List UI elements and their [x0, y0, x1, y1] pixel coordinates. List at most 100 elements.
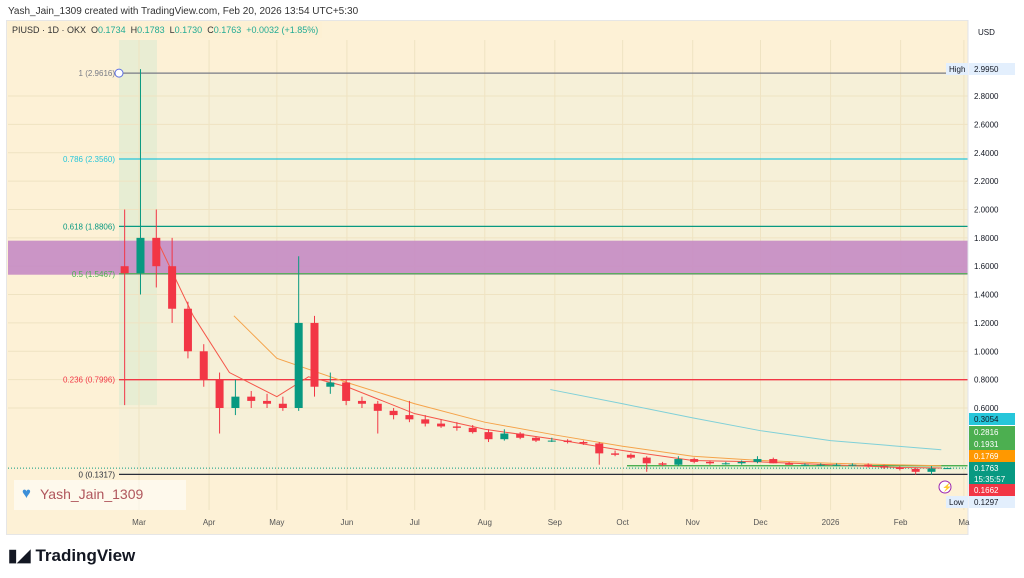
candle-body — [263, 400, 272, 404]
price-label: 0.2816 — [974, 428, 999, 437]
candle-body — [326, 382, 335, 387]
open-label: O — [91, 25, 99, 35]
time-tick: Aug — [478, 518, 492, 527]
candle-body — [800, 464, 809, 466]
time-tick: Feb — [894, 518, 908, 527]
candle-body — [484, 432, 493, 440]
candle-body — [911, 468, 920, 472]
fib-level-label: 0.786 (2.3560) — [63, 155, 115, 164]
low-label: L — [169, 25, 175, 35]
candle-body — [152, 237, 161, 267]
time-tick: Mar — [132, 518, 146, 527]
price-tick: 1.8000 — [974, 234, 999, 243]
price-chart[interactable]: 1 (2.9616) 0.786 (2.3560) 0.618 (1.8806) 0.… — [0, 0, 1024, 540]
price-label-tag-bg — [946, 63, 968, 75]
resistance-zone — [8, 240, 968, 275]
price-label-bg — [969, 450, 1015, 462]
price-label-bg — [969, 438, 1015, 450]
candle-body — [183, 308, 192, 352]
candle-body — [500, 433, 509, 440]
candle-body — [769, 459, 778, 464]
candle-body — [563, 440, 572, 443]
candle-body — [595, 443, 604, 454]
candle-body — [880, 466, 889, 468]
price-label-tag: High — [949, 65, 965, 74]
candle-body — [516, 433, 525, 438]
lightning-icon[interactable] — [938, 480, 952, 494]
currency-label: USD — [978, 28, 995, 37]
candle-body — [357, 400, 366, 404]
price-label: 0.1763 — [974, 464, 999, 473]
candle-body — [389, 410, 398, 416]
heart-icon: ♥ — [22, 485, 31, 502]
time-tick: Dec — [753, 518, 767, 527]
range-highlight — [119, 40, 157, 406]
candle-body — [231, 396, 240, 408]
symbol[interactable]: PIUSD · 1D · OKX — [12, 25, 87, 35]
candle-body — [215, 379, 224, 408]
price-label: 2.9950 — [974, 65, 999, 74]
fib-level-label: 0.236 (0.7996) — [63, 376, 115, 385]
candle-body — [816, 464, 825, 466]
price-label-tag: Low — [949, 498, 964, 507]
candle-body — [642, 457, 651, 464]
candle-body — [674, 459, 683, 465]
time-tick: Oct — [616, 518, 629, 527]
candle-body — [658, 463, 667, 465]
open-value: 0.1734 — [98, 25, 126, 35]
time-tick: May — [269, 518, 284, 527]
time-tick: Sep — [548, 518, 563, 527]
candle-body — [832, 464, 841, 466]
candle-body — [168, 266, 177, 309]
price-tick: 2.0000 — [974, 205, 999, 214]
price-tick: 0.8000 — [974, 376, 999, 385]
price-label-bg — [969, 63, 1015, 75]
fib-level-label: 0 (0.1317) — [79, 470, 116, 479]
ma-long-line — [550, 389, 942, 451]
price-label: 0.1662 — [974, 486, 999, 495]
candle-body — [943, 468, 952, 470]
candle-body — [452, 426, 461, 428]
ema-fast-line — [158, 244, 942, 469]
candle-body — [294, 322, 303, 408]
candle-body — [136, 237, 145, 274]
credit-line: Yash_Jain_1309 created with TradingView.… — [8, 6, 359, 17]
price-label-bg — [969, 413, 1015, 425]
fib-anchor-handle[interactable] — [114, 68, 124, 78]
close-label: C — [207, 25, 214, 35]
high-value: 0.1783 — [137, 25, 165, 35]
price-label: 0.3054 — [974, 415, 999, 424]
fib-level-label: 0.5 (1.5467) — [72, 270, 115, 279]
price-label-bg — [969, 426, 1015, 438]
candle-body — [120, 266, 129, 274]
time-tick: Apr — [203, 518, 216, 527]
candle-body — [611, 453, 620, 455]
fib-level-label: 1 (2.9616) — [79, 69, 116, 78]
candle-body — [737, 461, 746, 464]
tradingview-logo: ▮◢ TradingView — [8, 546, 135, 566]
candle-body — [310, 322, 319, 387]
candle-body — [437, 423, 446, 427]
ohlc-legend: PIUSD · 1D · OKX O0.1734 H0.1783 L0.1730… — [8, 22, 323, 38]
candle-body — [405, 415, 414, 420]
candle-body — [579, 442, 588, 444]
candle-body — [721, 463, 730, 465]
time-tick: Jul — [410, 518, 420, 527]
candle-body — [690, 459, 699, 462]
time-tick: Jun — [340, 518, 353, 527]
time-tick: Nov — [686, 518, 700, 527]
change-value: +0.0032 (+1.85%) — [246, 25, 319, 35]
candle-body — [547, 440, 556, 442]
candle-body — [706, 461, 714, 464]
candle-body — [927, 468, 936, 472]
price-label: 0.1931 — [974, 440, 999, 449]
ema-slow-line — [233, 315, 942, 467]
price-tick: 2.4000 — [974, 149, 999, 158]
brand-text: TradingView — [35, 546, 136, 565]
candle-body — [626, 454, 635, 458]
price-tick: 2.2000 — [974, 177, 999, 186]
candle-body — [421, 419, 430, 424]
high-label: H — [130, 25, 138, 35]
candle-body — [342, 382, 351, 401]
candle-body — [848, 464, 857, 466]
